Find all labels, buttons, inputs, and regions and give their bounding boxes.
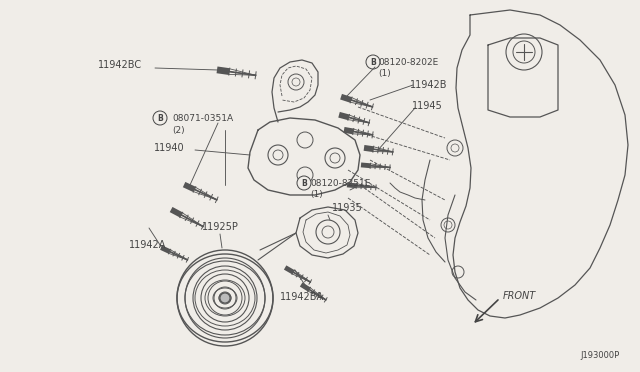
Text: J193000P: J193000P xyxy=(580,351,620,360)
Text: 11935: 11935 xyxy=(332,203,363,213)
Text: (1): (1) xyxy=(310,189,323,199)
Text: 11940: 11940 xyxy=(154,143,185,153)
Text: 11942BC: 11942BC xyxy=(98,60,142,70)
Text: 08120-8202E: 08120-8202E xyxy=(378,58,438,67)
Circle shape xyxy=(366,55,380,69)
Text: (2): (2) xyxy=(172,125,184,135)
Text: (1): (1) xyxy=(378,68,391,77)
Text: B: B xyxy=(301,179,307,187)
Text: 11942BA: 11942BA xyxy=(280,292,324,302)
Circle shape xyxy=(297,176,311,190)
Text: 08071-0351A: 08071-0351A xyxy=(172,113,233,122)
Text: FRONT: FRONT xyxy=(503,291,536,301)
Circle shape xyxy=(153,111,167,125)
Text: 11942A: 11942A xyxy=(129,240,166,250)
Text: 11942B: 11942B xyxy=(410,80,447,90)
Text: B: B xyxy=(157,113,163,122)
Text: 08120-8251E: 08120-8251E xyxy=(310,179,371,187)
Text: 11925P: 11925P xyxy=(202,222,239,232)
Text: B: B xyxy=(370,58,376,67)
Text: 11945: 11945 xyxy=(412,101,443,111)
Circle shape xyxy=(220,293,230,303)
